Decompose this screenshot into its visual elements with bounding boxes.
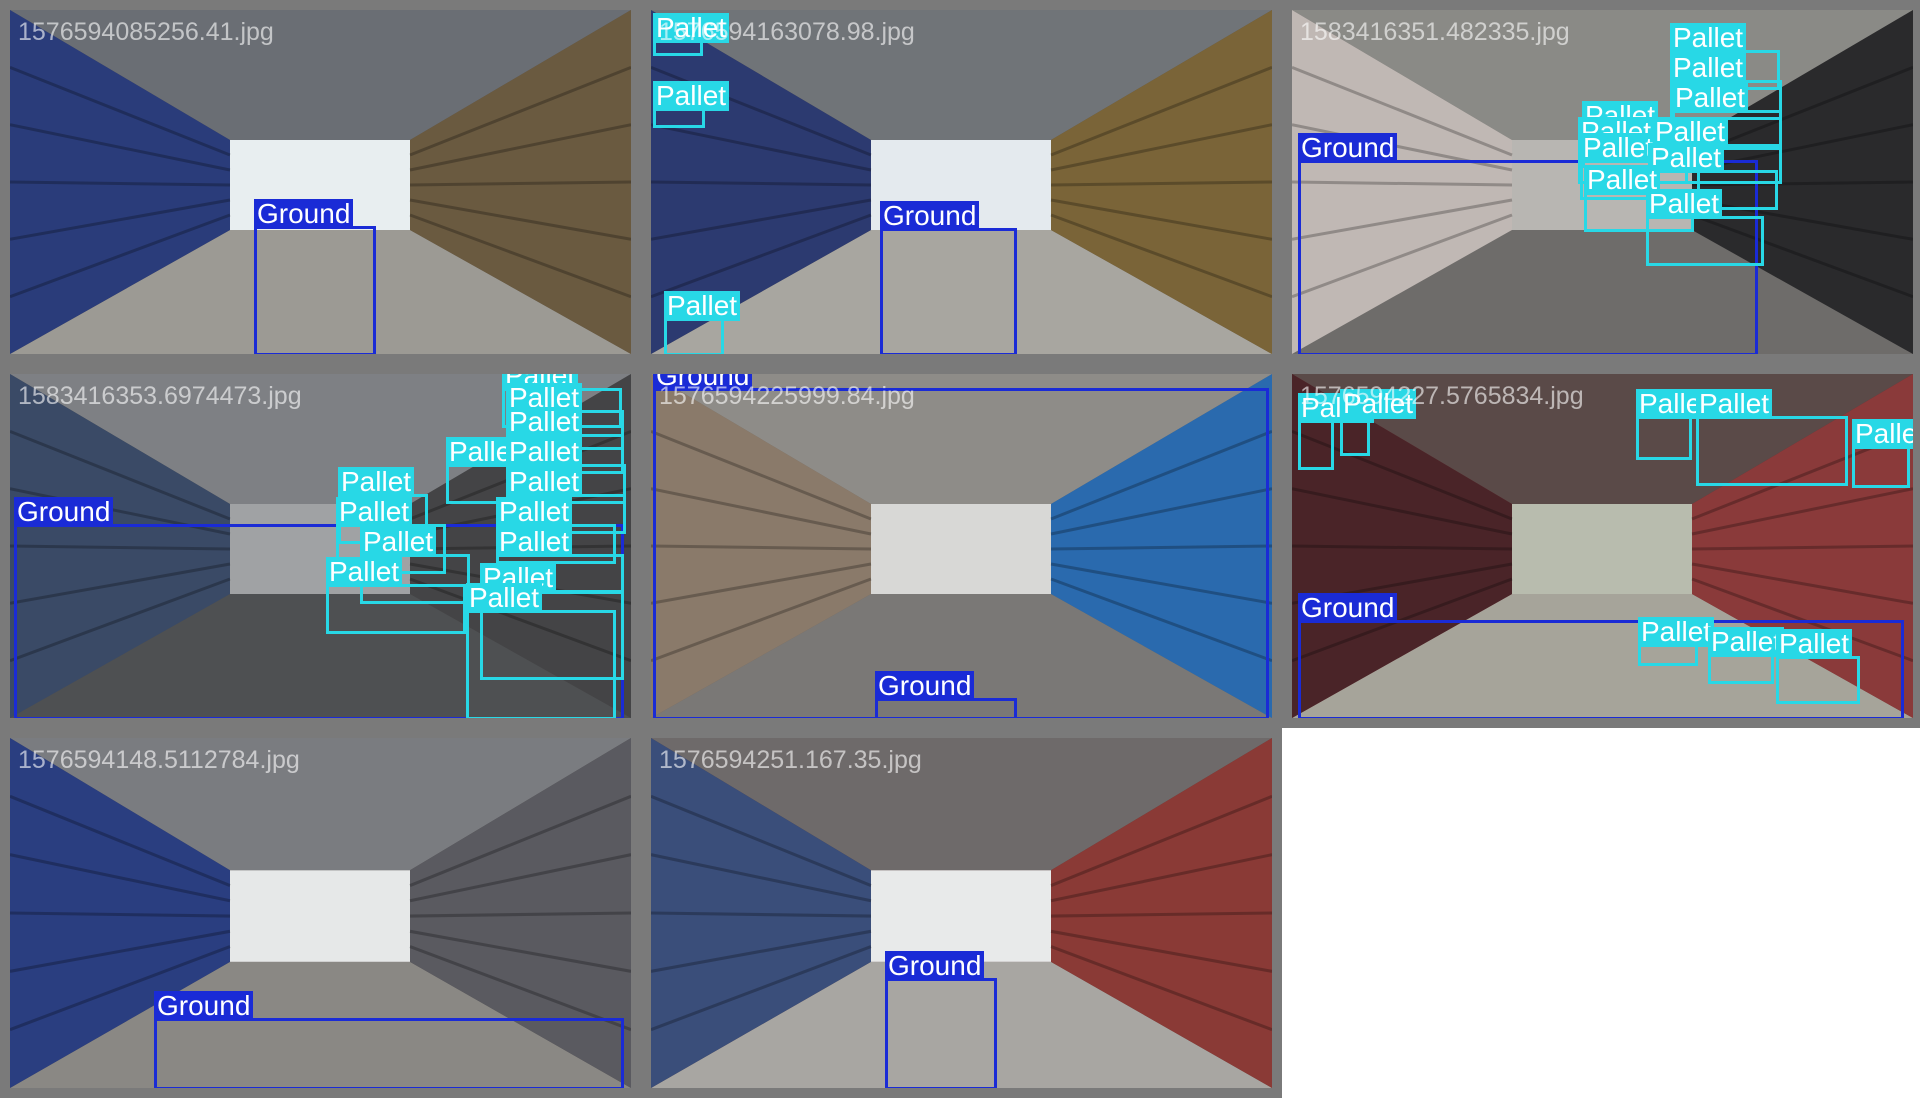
filename-label: 1583416351.482335.jpg [1300,18,1570,46]
filename-label: 1576594085256.41.jpg [18,18,274,46]
image-tile: 1576594225999.84.jpg Ground Ground [641,364,1282,728]
warehouse-photo [651,374,1272,718]
tile-image: 1576594225999.84.jpg Ground Ground [651,374,1272,718]
tile-image: 1576594148.5112784.jpg Ground [10,738,631,1088]
filename-label: 1576594163078.98.jpg [659,18,915,46]
image-tile: 1576594148.5112784.jpg Ground [0,728,641,1098]
tile-image: 1576594227.5765834.jpg Pallet Pallet Pal… [1292,374,1913,718]
tile-image: 1576594085256.41.jpg Ground [10,10,631,354]
image-tile: 1576594085256.41.jpg Ground [0,0,641,364]
tile-image: 1576594251.167.35.jpg Ground [651,738,1272,1088]
image-tile: 1583416353.6974473.jpg Pallet Pallet Pal… [0,364,641,728]
image-tile: 1576594251.167.35.jpg Ground [641,728,1282,1098]
filename-label: 1576594251.167.35.jpg [659,746,922,774]
warehouse-photo [10,10,631,354]
filename-label: 1583416353.6974473.jpg [18,382,302,410]
tile-image: 1583416353.6974473.jpg Pallet Pallet Pal… [10,374,631,718]
filename-label: 1576594225999.84.jpg [659,382,915,410]
warehouse-photo [10,738,631,1088]
warehouse-photo [1292,374,1913,718]
image-tile: 1583416351.482335.jpg Pallet Pallet Pall… [1282,0,1920,364]
warehouse-photo [651,738,1272,1088]
warehouse-photo [651,10,1272,354]
warehouse-photo [10,374,631,718]
image-tile: 1576594227.5765834.jpg Pallet Pallet Pal… [1282,364,1920,728]
tile-image: 1576594163078.98.jpg Pallet Pallet Palle… [651,10,1272,354]
image-tile: 1576594163078.98.jpg Pallet Pallet Palle… [641,0,1282,364]
filename-label: 1576594148.5112784.jpg [18,746,300,774]
warehouse-photo [1292,10,1913,354]
tile-image: 1583416351.482335.jpg Pallet Pallet Pall… [1292,10,1913,354]
filename-label: 1576594227.5765834.jpg [1300,382,1584,410]
